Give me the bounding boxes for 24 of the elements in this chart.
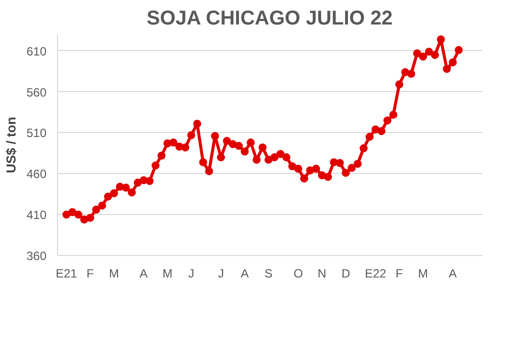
x-tick-label: O: [294, 266, 303, 280]
x-tick-label: M: [162, 266, 172, 280]
x-tick-label: A: [240, 266, 249, 280]
x-tick-label: F: [86, 266, 94, 280]
x-tick-label: M: [108, 266, 119, 280]
chart-title: SOJA CHICAGO JULIO 22: [146, 8, 393, 30]
y-tick-label: 410: [26, 208, 47, 222]
x-tick-label: E22: [364, 266, 387, 280]
y-tick-label: 560: [26, 85, 47, 100]
y-axis-title: US$ / ton: [3, 116, 18, 174]
x-tick-label: J: [188, 266, 194, 280]
x-tick-label: A: [140, 266, 148, 280]
x-tick-label: D: [341, 266, 350, 280]
y-tick-label: 460: [26, 167, 47, 182]
x-tick-label: N: [318, 266, 326, 280]
y-tick-label: 360: [26, 249, 47, 263]
x-tick-label: M: [418, 266, 428, 280]
x-tick-label: E21: [56, 266, 78, 280]
y-tick-label: 510: [26, 126, 47, 140]
x-tick-label: A: [448, 266, 457, 280]
y-tick-label: 610: [26, 44, 47, 58]
x-tick-label: F: [396, 266, 403, 280]
x-tick-label: J: [218, 266, 224, 280]
x-tick-label: S: [264, 266, 273, 280]
